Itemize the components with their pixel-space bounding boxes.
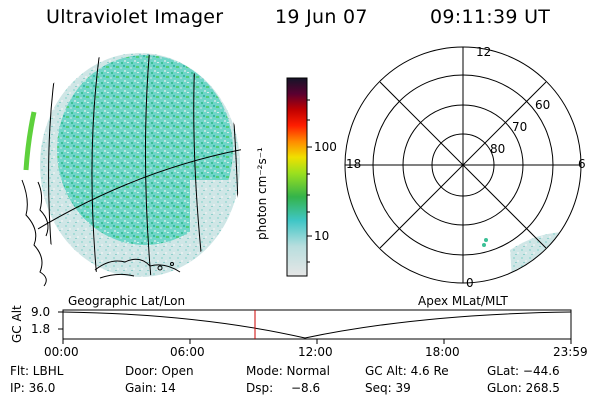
status-mode: Mode: Normal xyxy=(246,364,330,378)
status-glat: GLat: −44.6 xyxy=(487,364,560,378)
altitude-xtick-1200: 12:00 xyxy=(298,345,333,359)
status-glon: GLon: 268.5 xyxy=(487,381,560,395)
colorbar-unit-label: photon cm⁻²s⁻¹ xyxy=(255,147,269,240)
status-gain: Gain: 14 xyxy=(125,381,176,395)
auroral-image xyxy=(40,53,240,277)
header-time: 09:11:39 UT xyxy=(430,6,551,28)
polar-plot xyxy=(344,46,582,284)
projection-left: Geographic Lat/Lon xyxy=(68,294,186,308)
status-flt: Flt: LBHL xyxy=(10,364,64,378)
altitude-plot xyxy=(58,309,572,344)
lat-label-70: 70 xyxy=(512,120,528,134)
status-dsp-label: Dsp: xyxy=(246,381,274,395)
colorbar-ticks xyxy=(307,99,312,263)
altitude-xtick-0000: 00:00 xyxy=(44,345,79,359)
altitude-xtick-2359: 23:59 xyxy=(553,345,588,359)
status-door: Door: Open xyxy=(125,364,194,378)
altitude-xtick-0600: 06:00 xyxy=(170,345,205,359)
altitude-ytick-high: 9.0 xyxy=(31,305,51,319)
mlt-label-6: 6 xyxy=(578,157,586,171)
aurora-arc xyxy=(23,111,37,171)
mlt-label-0: 0 xyxy=(466,276,474,290)
altitude-ylabel: GC Alt xyxy=(10,305,24,343)
app-title: Ultraviolet Imager xyxy=(46,6,224,28)
altitude-xtick-1800: 18:00 xyxy=(425,345,460,359)
altitude-ytick-low: 1.8 xyxy=(31,322,51,336)
mlt-label-12: 12 xyxy=(476,45,492,59)
status-ip: IP: 36.0 xyxy=(10,381,56,395)
colorbar xyxy=(287,78,307,276)
colorbar-tick-100: 100 xyxy=(314,140,337,154)
status-gc-alt: GC Alt: 4.6 Re xyxy=(365,364,449,378)
lat-label-60: 60 xyxy=(535,98,551,112)
projection-right: Apex MLat/MLT xyxy=(418,294,508,308)
mlt-label-18: 18 xyxy=(346,157,362,171)
coastline xyxy=(21,179,181,287)
colorbar-tick-10: 10 xyxy=(314,229,330,243)
status-seq: Seq: 39 xyxy=(365,381,411,395)
header-date: 19 Jun 07 xyxy=(275,6,368,28)
status-dsp-value: −8.6 xyxy=(291,381,321,395)
lat-label-80: 80 xyxy=(490,142,506,156)
